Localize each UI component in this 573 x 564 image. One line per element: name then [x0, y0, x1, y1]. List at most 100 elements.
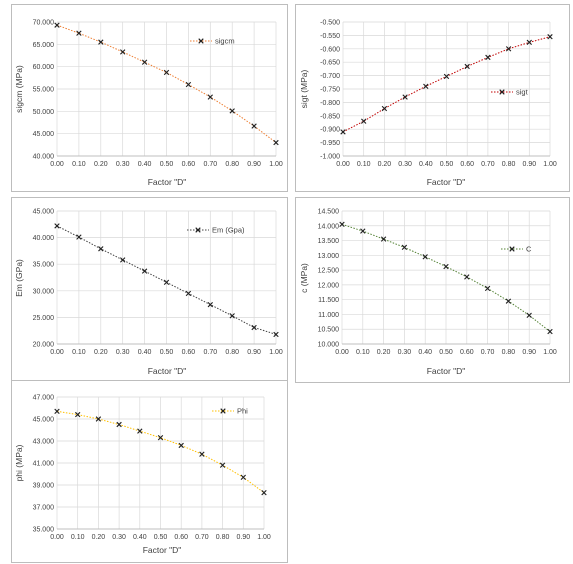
x-axis-title: Factor "D": [143, 545, 182, 555]
x-tick-label: 0.00: [335, 349, 349, 356]
y-tick-label: 47.000: [33, 395, 55, 402]
x-tick-label: 0.40: [138, 161, 152, 168]
data-point: [340, 129, 346, 135]
data-point: [401, 244, 408, 251]
y-tick-label: -0.800: [320, 100, 340, 107]
y-axis-title: phi (MPa): [14, 444, 24, 481]
chart-sigcm: 0.00 0.10 0.20 0.30 0.40 0.50 0.60 0.70 0.80 0.90…: [14, 20, 283, 188]
series-trend-line: [56, 24, 277, 143]
data-point: [76, 30, 82, 36]
x-tick-label: 0.90: [236, 534, 250, 541]
x-tick-label: 0.40: [419, 161, 433, 168]
data-point: [361, 118, 367, 124]
legend-label: sigt: [516, 88, 529, 97]
chart-panel-sigt: 0.00 0.10 0.20 0.30 0.40 0.50 0.60 0.70 0.80 0.90…: [295, 4, 570, 192]
x-axis-title: Factor "D": [148, 177, 187, 187]
data-point: [360, 228, 366, 234]
x-tick-label: 0.10: [357, 161, 371, 168]
y-tick-label: -0.550: [320, 33, 340, 40]
x-tick-label: 0.90: [247, 161, 261, 168]
y-axis-title: Em (GPa): [14, 259, 24, 297]
y-tick-label: 14.500: [318, 209, 340, 216]
x-tick-label: 0.60: [182, 161, 196, 168]
data-point: [120, 257, 126, 263]
x-tick-label: 0.60: [460, 349, 474, 356]
data-point: [547, 34, 553, 40]
data-point: [137, 428, 143, 434]
x-tick-label: 0.30: [116, 161, 130, 168]
x-tick-label: 0.90: [247, 349, 261, 356]
x-tick-label: 0.10: [356, 349, 370, 356]
x-tick-label: 0.60: [174, 534, 188, 541]
y-axis-title: sigt (MPa): [299, 69, 309, 108]
data-point: [95, 416, 102, 422]
x-tick-label: 0.00: [336, 161, 350, 168]
data-point: [207, 94, 213, 100]
data-point: [229, 313, 235, 319]
y-tick-label: 37.000: [33, 505, 55, 512]
y-tick-label: 45.000: [33, 131, 55, 138]
data-point: [443, 73, 450, 80]
data-point: [163, 69, 170, 76]
data-point: [251, 324, 257, 331]
y-tick-label: 45.000: [33, 417, 55, 424]
legend-marker: [195, 227, 201, 233]
y-tick-label: 11.500: [318, 297, 339, 304]
y-tick-label: 13.500: [318, 238, 340, 245]
x-axis-title: Factor "D": [427, 366, 466, 376]
x-tick-label: 0.70: [203, 349, 217, 356]
y-tick-label: 60.000: [33, 64, 55, 71]
x-tick-label: 0.20: [94, 349, 108, 356]
y-tick-label: 43.000: [33, 439, 55, 446]
y-tick-label: 10.000: [318, 342, 340, 349]
data-point: [240, 474, 246, 480]
x-tick-label: 0.30: [398, 349, 412, 356]
x-tick-label: 0.80: [502, 349, 516, 356]
legend-label: sigcm: [215, 37, 235, 46]
y-tick-label: 35.000: [33, 527, 55, 534]
y-tick-label: 50.000: [33, 109, 55, 116]
chart-em: 0.00 0.10 0.20 0.30 0.40 0.50 0.60 0.70 0.80 0.90…: [14, 209, 283, 377]
data-point: [380, 236, 387, 242]
y-tick-label: 12.500: [318, 268, 340, 275]
x-tick-label: 0.10: [72, 349, 86, 356]
x-tick-label: 0.30: [116, 349, 130, 356]
data-point: [423, 83, 429, 90]
x-tick-label: 1.00: [269, 161, 283, 168]
x-tick-label: 0.80: [502, 161, 516, 168]
x-tick-label: 0.40: [418, 349, 432, 356]
data-point: [273, 331, 279, 338]
y-tick-label: -0.600: [320, 46, 340, 53]
data-point: [54, 223, 60, 229]
data-point: [98, 246, 104, 252]
data-point: [141, 268, 148, 274]
y-tick-label: 11.000: [318, 312, 339, 319]
x-tick-label: 0.50: [160, 349, 174, 356]
data-point: [157, 435, 164, 441]
y-tick-label: 45.000: [33, 209, 55, 216]
x-tick-label: 1.00: [543, 161, 557, 168]
data-point: [402, 94, 408, 100]
data-point: [505, 298, 512, 304]
data-point: [178, 442, 184, 449]
y-tick-label: 20.000: [33, 342, 55, 349]
data-point: [422, 254, 428, 260]
x-tick-label: 0.60: [182, 349, 196, 356]
data-point: [54, 408, 60, 414]
y-tick-label: -0.650: [320, 60, 340, 67]
data-point: [98, 39, 104, 45]
x-tick-label: 0.40: [138, 349, 152, 356]
x-tick-label: 0.00: [50, 349, 64, 356]
data-point: [505, 46, 512, 52]
x-tick-label: 0.30: [112, 534, 126, 541]
x-tick-label: 0.50: [440, 161, 454, 168]
x-tick-label: 0.50: [439, 349, 453, 356]
data-point: [229, 108, 235, 114]
data-point: [120, 49, 126, 55]
legend-marker: [499, 89, 505, 95]
y-tick-label: 65.000: [33, 42, 55, 49]
x-tick-label: 0.80: [225, 349, 239, 356]
y-tick-label: 39.000: [33, 483, 55, 490]
x-tick-label: 0.20: [377, 349, 391, 356]
x-tick-label: 0.70: [481, 349, 495, 356]
